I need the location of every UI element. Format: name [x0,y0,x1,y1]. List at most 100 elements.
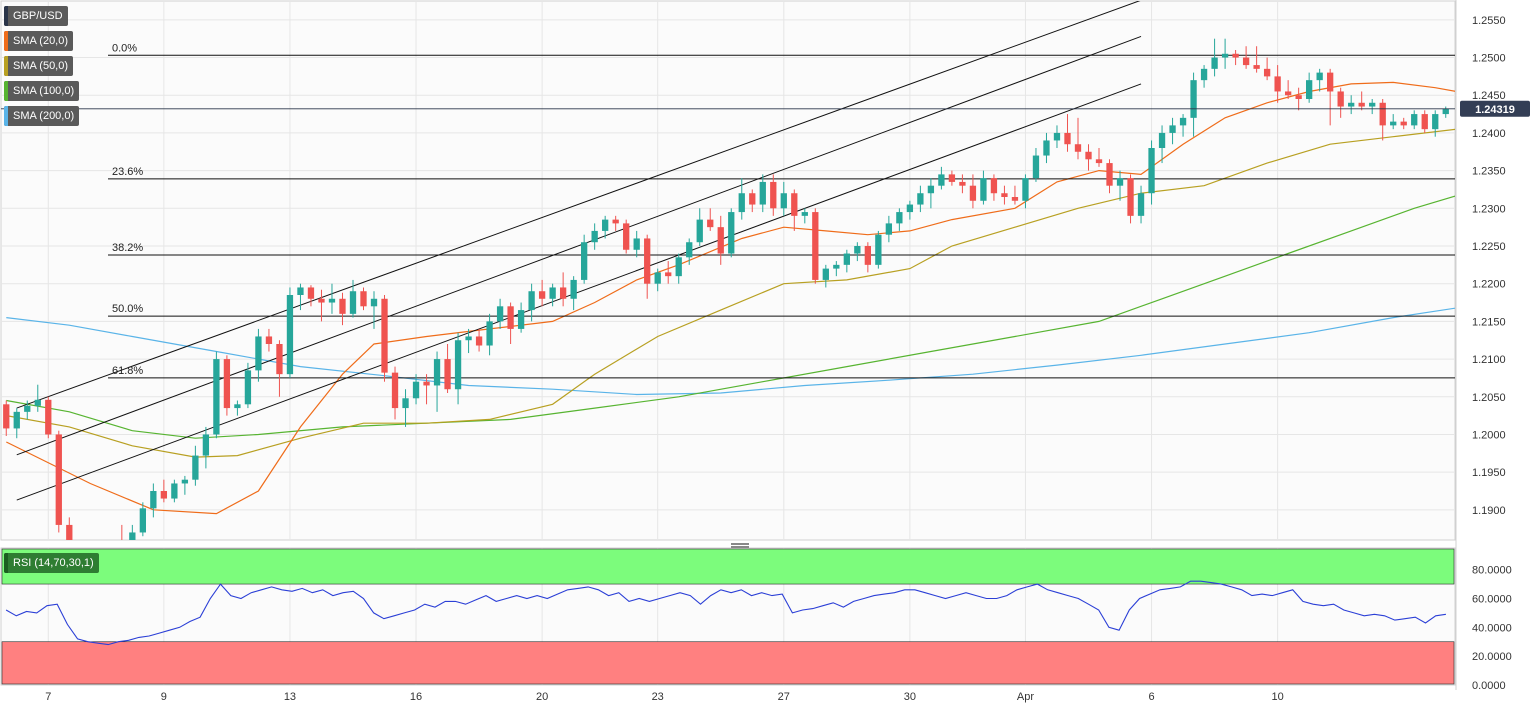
candle-body [192,455,199,480]
x-tick-label: 30 [904,691,916,703]
rsi-legend-label: RSI (14,70,30,1) [13,557,94,569]
candle-body [234,404,241,409]
series-line-sma200 [6,307,1455,396]
candle-body [570,279,577,299]
candle-body [1148,148,1155,194]
candle-body [1116,178,1124,186]
candle-body [297,287,304,295]
candle-body [1043,140,1050,156]
candle-body [1242,57,1250,66]
candle-body [3,404,10,429]
candle-body [654,272,661,284]
candle-body [255,336,262,371]
candle-body [801,212,808,216]
candle-body [896,212,903,224]
candle-body [339,298,346,314]
candle-body [486,321,493,346]
channel-line [16,1,1141,409]
candle-body [759,181,766,205]
candle-body [644,238,651,284]
candle-body [1358,102,1365,107]
candle-body [171,483,178,499]
y-tick-label: 1.2500 [1472,53,1506,65]
legend-instrument[interactable]: GBP/USD [4,6,68,26]
candle-body [1169,125,1176,133]
candle-body [1263,68,1271,77]
candle-body [1232,53,1239,58]
candle-body [1316,72,1323,81]
x-tick-label: 16 [410,691,422,703]
candle-body [938,174,945,186]
candle-body [1221,53,1229,58]
candle-body [1179,117,1187,126]
legend-instrument-swatch [4,6,8,26]
candle-body [276,344,283,375]
candle-body [1001,193,1008,197]
y-tick-label: 1.2050 [1472,392,1506,404]
x-tick-label: 23 [652,691,664,703]
candle-body [1095,159,1103,164]
y-tick-label: 1.1950 [1472,467,1506,479]
candle-body [948,174,956,182]
candle-body [423,381,430,386]
y-tick-label: 1.2200 [1472,279,1506,291]
candle-body [1348,102,1355,107]
candle-body [13,411,20,429]
candle-body [1127,178,1134,216]
fib-level-label: 38.2% [112,242,143,254]
candle-body [318,298,325,303]
legend-sma-200[interactable]: SMA (200,0) [4,106,80,126]
rsi-y-tick-label: 60.0000 [1472,593,1512,605]
candle-body [738,193,745,213]
candle-body [675,257,682,277]
candle-body [612,219,619,224]
candle-body [728,212,735,254]
x-tick-label: 13 [284,691,296,703]
y-tick-label: 1.2300 [1472,203,1506,215]
candle-body [833,264,840,269]
y-tick-label: 1.2550 [1472,15,1506,27]
fib-level-label: 23.6% [112,166,143,178]
candle-body [1379,102,1386,126]
candle-body [202,434,210,456]
candle-body [927,185,935,194]
channel-line [16,35,1142,456]
series-line-sma50 [6,128,1455,458]
candle-body [980,178,987,201]
y-tick-label: 1.1900 [1472,505,1506,517]
channel-line [16,83,1142,501]
candle-body [1337,91,1344,107]
legend-sma-20[interactable]: SMA (20,0) [4,31,74,51]
legend-sma-50-label: SMA (50,0) [13,60,69,72]
candle-body [444,359,451,390]
legend-sma-200-label: SMA (200,0) [13,110,75,122]
candle-body [549,287,556,299]
candle-body [1032,155,1040,179]
candle-body [402,398,409,409]
candle-body [328,298,336,303]
candle-body [213,359,220,435]
candle-body [34,399,41,406]
candle-body [1085,151,1092,160]
candle-body [528,291,535,311]
legend-sma-20-label: SMA (20,0) [13,35,69,47]
rsi-legend[interactable]: RSI (14,70,30,1) [4,553,99,573]
candle-body [475,336,483,346]
candle-body [1011,197,1019,201]
fib-level-label: 0.0% [112,42,137,54]
rsi-oversold-zone [1,641,1455,685]
candle-body [990,178,998,194]
y-tick-label: 1.2250 [1472,241,1506,253]
candle-body [1274,76,1281,92]
y-tick-label: 1.2100 [1472,354,1506,366]
candle-body [623,223,630,250]
price-pane [0,0,1456,541]
rsi-y-tick-label: 80.0000 [1472,565,1512,577]
legend-sma-100[interactable]: SMA (100,0) [4,81,80,101]
legend-sma-50[interactable]: SMA (50,0) [4,56,74,76]
x-tick-label: 7 [45,691,51,703]
rsi-y-tick-label: 20.0000 [1472,651,1512,663]
candle-body [55,434,62,525]
candle-body [686,242,693,258]
candle-body [581,242,588,280]
